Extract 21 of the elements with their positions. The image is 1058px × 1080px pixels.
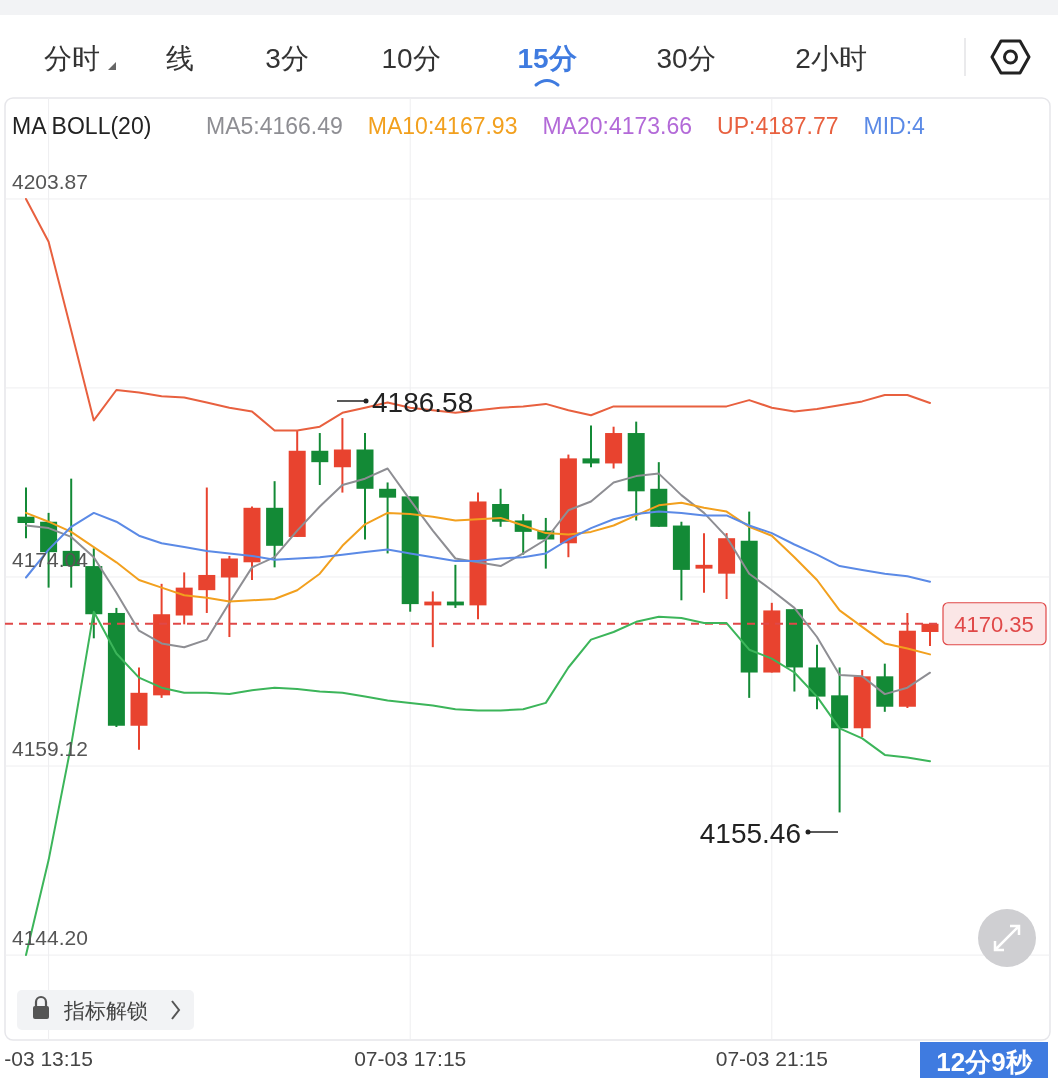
text: 15分: [517, 43, 578, 74]
text: 10分: [381, 43, 441, 74]
x-tick-label: 07-03 21:15: [715, 1047, 828, 1070]
legend-title: MA BOLL(20): [12, 113, 152, 139]
text: MA5:4166.49: [206, 113, 343, 139]
legend-label: MA20:4173.66: [542, 113, 693, 139]
text: 3分: [265, 43, 309, 74]
y-tick-label: 4203.87: [12, 169, 88, 193]
text: 线: [166, 43, 194, 74]
annotation: 指标解锁: [63, 999, 148, 1022]
text: 2小时: [795, 43, 867, 74]
text: 30分: [656, 43, 716, 74]
text: MID:4: [863, 113, 926, 139]
text: 12分9秒: [936, 1047, 1033, 1077]
text: MA10:4167.93: [367, 113, 518, 139]
text: 分时: [44, 43, 100, 74]
x-tick-label: 07-03 17:15: [354, 1047, 467, 1070]
annotation: 4155.46: [699, 818, 801, 849]
text: UP:4187.77: [717, 113, 839, 139]
x-tick-label: -03 13:15: [4, 1047, 93, 1070]
ref-line-label: 4170.35: [954, 611, 1034, 637]
